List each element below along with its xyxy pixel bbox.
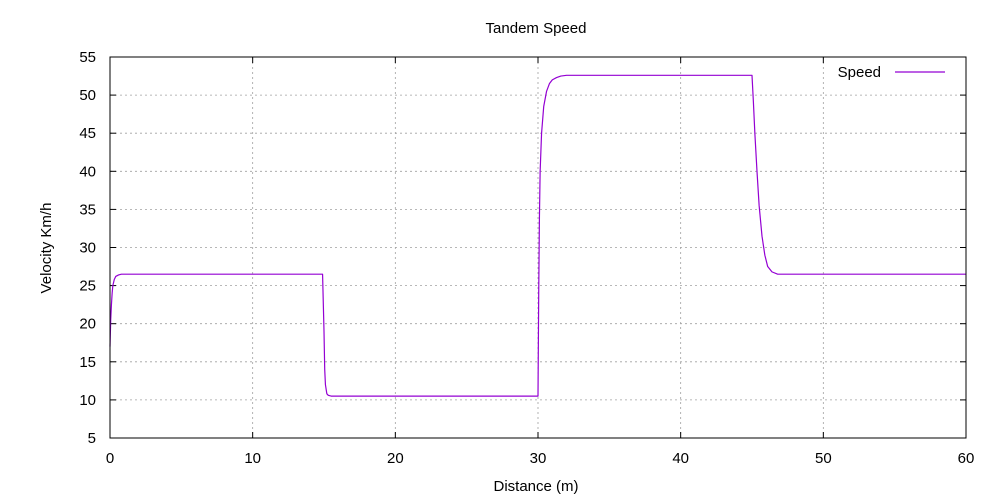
y-tick-label: 30 [79,240,96,257]
x-tick-label: 0 [106,450,114,467]
y-tick-label: 25 [79,278,96,295]
chart-title: Tandem Speed [486,20,587,37]
y-tick-label: 50 [79,87,96,104]
x-tick-label: 20 [387,450,404,467]
tick-labels: 0 10 20 30 40 50 60 5 10 15 20 25 30 35 40 45 50 55 [79,49,974,467]
y-tick-label: 15 [79,354,96,371]
x-tick-label: 50 [815,450,832,467]
x-axis-label: Distance (m) [493,478,578,495]
grid [110,57,966,438]
x-tick-label: 60 [958,450,975,467]
x-tick-label: 30 [530,450,547,467]
x-tick-label: 10 [244,450,261,467]
y-tick-label: 20 [79,316,96,333]
y-tick-label: 5 [88,430,96,447]
plot-frame [109,56,967,439]
y-tick-label: 45 [79,125,96,142]
series-layer [109,74,966,397]
x-tick-label: 40 [672,450,689,467]
legend: Speed [838,64,945,81]
series-line-speed [109,74,966,397]
y-axis-label: Velocity Km/h [38,203,55,294]
y-tick-label: 55 [79,49,96,66]
y-tick-label: 35 [79,201,96,218]
y-tick-label: 40 [79,163,96,180]
legend-label-speed: Speed [838,64,881,81]
y-tick-label: 10 [79,392,96,409]
